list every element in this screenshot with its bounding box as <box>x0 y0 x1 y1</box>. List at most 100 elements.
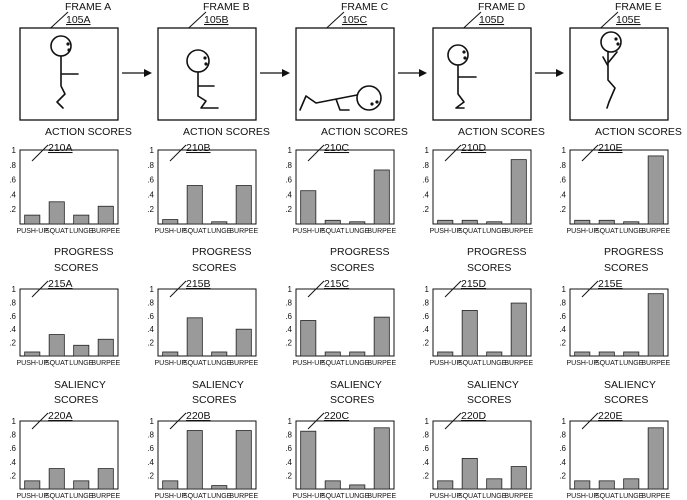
y-tick-label: .4 <box>9 190 16 199</box>
chart-ref: 220C <box>324 410 350 422</box>
bar-push-up <box>300 190 317 225</box>
arrow-head <box>556 69 564 77</box>
x-tick-label: SQUAT <box>458 228 482 235</box>
figure-eye <box>370 102 374 106</box>
chart-title: ACTION SCORES <box>183 126 270 138</box>
chart-ref: 220B <box>186 410 211 422</box>
bar-burpee <box>647 155 664 225</box>
leader-line <box>31 144 49 162</box>
x-tick-label: BURPEE <box>91 360 120 367</box>
x-tick-label: PUSH-UP <box>154 228 186 235</box>
bar-squat <box>324 351 341 357</box>
bar-burpee <box>510 302 527 357</box>
figure-eye <box>463 56 467 60</box>
x-tick-label: BURPEE <box>367 228 396 235</box>
bar-squat <box>48 334 65 357</box>
x-tick-label: PUSH-UP <box>16 228 48 235</box>
chart-axes <box>295 149 395 225</box>
chart-axes <box>19 149 119 225</box>
frame-box <box>157 27 257 121</box>
chart-title: PROGRESS <box>192 246 252 258</box>
chart-axes <box>569 149 669 225</box>
bar-lunge <box>73 214 90 225</box>
x-tick-label: LUNGE <box>482 228 506 235</box>
frame-ref: 105B <box>204 14 229 26</box>
x-tick-label: SQUAT <box>183 360 207 367</box>
frame-label: FRAME A <box>65 1 111 13</box>
x-tick-label: BURPEE <box>641 360 670 367</box>
x-tick-label: PUSH-UP <box>566 493 598 500</box>
chart-title: SCORES <box>54 394 98 406</box>
frame-label: FRAME C <box>341 1 389 13</box>
y-tick-label: .6 <box>559 176 566 185</box>
frame-ref: 105A <box>66 14 91 26</box>
figure-eye <box>204 62 208 66</box>
x-tick-label: BURPEE <box>229 228 258 235</box>
x-tick-label: BURPEE <box>229 493 258 500</box>
bar-push-up <box>162 219 179 225</box>
bar-squat <box>461 457 478 490</box>
chart-title: SCORES <box>192 262 236 274</box>
y-tick-label: .4 <box>147 458 154 467</box>
bar-burpee <box>647 293 664 357</box>
bar-burpee <box>510 159 527 225</box>
bar-squat <box>48 468 65 490</box>
leader-line <box>444 144 462 162</box>
y-tick-label: 1 <box>150 285 155 294</box>
sequence-arrow <box>122 69 152 77</box>
y-tick-label: .8 <box>147 161 154 170</box>
x-tick-label: BURPEE <box>641 228 670 235</box>
bar-squat <box>48 201 65 225</box>
y-tick-label: .8 <box>9 431 16 440</box>
y-tick-label: .4 <box>422 458 429 467</box>
frame-ref: 105E <box>616 14 641 26</box>
x-tick-label: LUNGE <box>69 228 93 235</box>
chart-ref: 210D <box>461 142 487 154</box>
y-tick-label: .2 <box>9 471 16 480</box>
y-tick-label: .4 <box>422 190 429 199</box>
bar-burpee <box>97 468 114 490</box>
chart-ref: 210E <box>598 142 623 154</box>
bar-burpee <box>373 316 390 357</box>
chart-axes <box>295 288 395 357</box>
x-tick-label: LUNGE <box>619 228 643 235</box>
chart-ref: 220D <box>461 410 487 422</box>
y-tick-label: 1 <box>425 285 430 294</box>
bar-squat <box>598 480 615 490</box>
chart-axes <box>569 288 669 357</box>
figure-eye <box>375 100 379 104</box>
figure-body <box>56 55 79 109</box>
y-tick-label: 1 <box>12 417 17 426</box>
y-tick-label: .2 <box>422 471 429 480</box>
y-tick-label: .8 <box>422 298 429 307</box>
bar-push-up <box>24 214 41 225</box>
x-tick-label: PUSH-UP <box>16 360 48 367</box>
y-tick-label: 1 <box>562 146 567 155</box>
y-tick-label: .6 <box>147 312 154 321</box>
bar-burpee <box>235 430 252 490</box>
y-tick-label: .8 <box>285 431 292 440</box>
y-tick-label: .8 <box>559 298 566 307</box>
figure-body <box>602 51 618 109</box>
bar-push-up <box>574 351 591 357</box>
frame-label: FRAME D <box>478 1 526 13</box>
y-tick-label: .2 <box>422 205 429 214</box>
y-tick-label: .6 <box>285 444 292 453</box>
figure-body <box>197 71 219 109</box>
chart-title: SALIENCY <box>604 379 656 391</box>
chart-title: PROGRESS <box>604 246 664 258</box>
y-tick-label: 1 <box>562 417 567 426</box>
y-tick-label: .4 <box>559 190 566 199</box>
stick-figure <box>600 31 622 109</box>
bar-push-up <box>300 320 317 357</box>
frame-box <box>569 27 669 121</box>
y-tick-label: .6 <box>9 312 16 321</box>
stick-figure <box>50 35 79 109</box>
stick-figure <box>186 49 219 109</box>
figure-body <box>299 94 358 111</box>
chart-ref: 215B <box>186 278 211 290</box>
